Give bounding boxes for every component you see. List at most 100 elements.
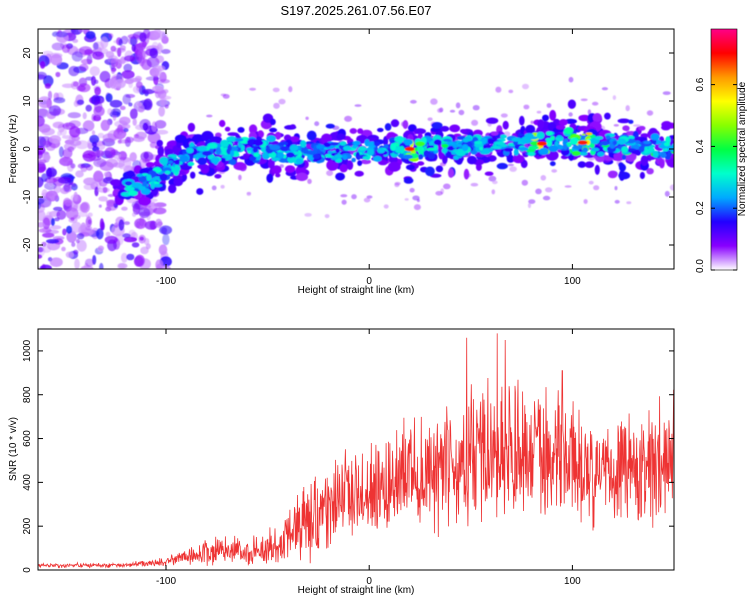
band-core-blob: [621, 154, 627, 160]
noise-blob: [38, 108, 48, 117]
band-core-blob: [278, 141, 288, 146]
y-tick-label: -20: [22, 237, 33, 252]
noise-blob: [52, 121, 65, 129]
noise-blob: [120, 252, 128, 263]
band-halo-blob: [224, 126, 231, 132]
noise-blob: [92, 51, 105, 60]
speckle-blob: [458, 109, 465, 116]
band-core-blob: [249, 156, 257, 161]
noise-blob: [75, 170, 84, 178]
band-halo-blob: [210, 136, 223, 144]
band-core-blob: [442, 138, 452, 142]
noise-blob: [84, 258, 94, 267]
noise-blob: [76, 99, 85, 105]
band-core-blob: [329, 142, 339, 146]
noise-blob: [113, 47, 126, 53]
noise-blob: [78, 29, 84, 33]
band-halo-blob: [336, 133, 346, 141]
speckle-blob: [220, 184, 225, 189]
speckle-blob: [551, 169, 558, 173]
band-core-blob: [546, 131, 553, 136]
noise-blob: [153, 207, 167, 215]
band-halo-blob: [145, 162, 155, 168]
noise-blob: [121, 70, 135, 80]
band-core-blob: [220, 139, 229, 148]
noise-blob: [68, 65, 80, 77]
noise-blob: [161, 49, 171, 54]
noise-blob: [38, 71, 47, 79]
noise-blob: [49, 257, 63, 268]
band-halo-blob: [360, 159, 371, 165]
speckle-blob: [211, 185, 217, 191]
speckle-blob: [238, 174, 242, 181]
noise-blob: [84, 49, 93, 55]
speckle-blob: [404, 198, 409, 201]
noise-blob: [61, 246, 66, 252]
noise-blob: [46, 167, 52, 180]
band-halo-blob: [349, 128, 357, 134]
band-halo-blob: [390, 119, 400, 128]
noise-blob: [94, 150, 105, 157]
noise-blob: [73, 249, 79, 255]
band-core-blob: [582, 147, 589, 153]
speckle-blob: [412, 195, 420, 201]
band-core-blob: [546, 139, 552, 147]
noise-blob: [160, 96, 167, 107]
speckle-blob: [588, 180, 594, 185]
noise-blob: [129, 152, 137, 162]
noise-blob: [156, 129, 169, 135]
x-tick-label: 100: [564, 576, 581, 587]
noise-blob: [41, 154, 51, 161]
colorbar-tick-label: 0.2: [695, 201, 706, 215]
noise-blob: [109, 99, 123, 108]
band-core-blob: [527, 151, 536, 156]
noise-blob: [53, 97, 66, 104]
speckle-blob: [341, 199, 347, 205]
noise-blob: [83, 183, 96, 191]
noise-blob: [117, 263, 126, 269]
noise-blob: [139, 32, 147, 42]
speckle-blob: [85, 164, 93, 171]
speckle-blob: [472, 105, 480, 111]
snr-frame: [37, 328, 675, 571]
noise-blob: [107, 108, 113, 116]
band-core-blob: [462, 138, 469, 143]
band-halo-blob: [405, 164, 416, 171]
noise-blob: [38, 210, 46, 222]
y-tick-label: 0: [22, 146, 33, 152]
band-core-blob: [536, 131, 545, 140]
band-halo-blob: [425, 166, 435, 177]
speckle-blob: [612, 95, 617, 100]
peak-blob: [536, 141, 547, 146]
noise-blob: [69, 200, 78, 212]
band-core-blob: [612, 140, 618, 146]
noise-blob: [38, 145, 46, 155]
band-halo-blob: [559, 119, 568, 126]
noise-blob: [43, 75, 54, 87]
band-core-blob: [269, 144, 281, 151]
band-core-blob: [650, 133, 660, 141]
speckle-blob: [593, 185, 600, 191]
noise-blob: [149, 47, 159, 59]
band-halo-blob: [269, 118, 276, 126]
speckle-blob: [126, 136, 134, 143]
noise-blob: [110, 64, 116, 74]
band-core-blob: [433, 149, 439, 154]
band-core-blob: [162, 167, 172, 172]
noise-blob: [55, 71, 61, 78]
band-core-blob: [150, 178, 157, 182]
speckle-blob: [613, 124, 619, 127]
noise-blob: [123, 128, 129, 133]
speckle-blob: [523, 104, 530, 110]
speckle-blob: [98, 204, 102, 208]
band-core-blob: [389, 140, 395, 144]
noise-blob: [105, 231, 111, 237]
noise-blob: [140, 246, 149, 255]
noise-blob: [80, 58, 93, 65]
band-core-blob: [665, 136, 671, 145]
speckle-blob: [437, 108, 443, 113]
colorbar-tick-label: 0.4: [695, 139, 706, 153]
band-core-blob: [493, 141, 505, 146]
speckle-blob: [540, 175, 547, 181]
speckle-blob: [662, 91, 671, 95]
